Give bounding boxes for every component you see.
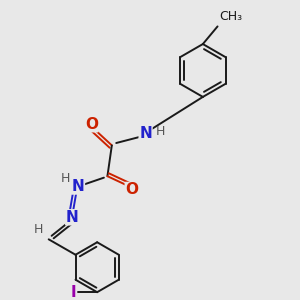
Text: N: N <box>72 179 84 194</box>
Text: H: H <box>34 223 43 236</box>
Text: H: H <box>61 172 70 185</box>
Text: N: N <box>139 126 152 141</box>
Text: H: H <box>156 125 165 138</box>
Text: O: O <box>85 117 98 132</box>
Text: CH₃: CH₃ <box>219 10 242 23</box>
Text: O: O <box>125 182 138 197</box>
Text: I: I <box>70 285 76 300</box>
Text: N: N <box>66 210 79 225</box>
